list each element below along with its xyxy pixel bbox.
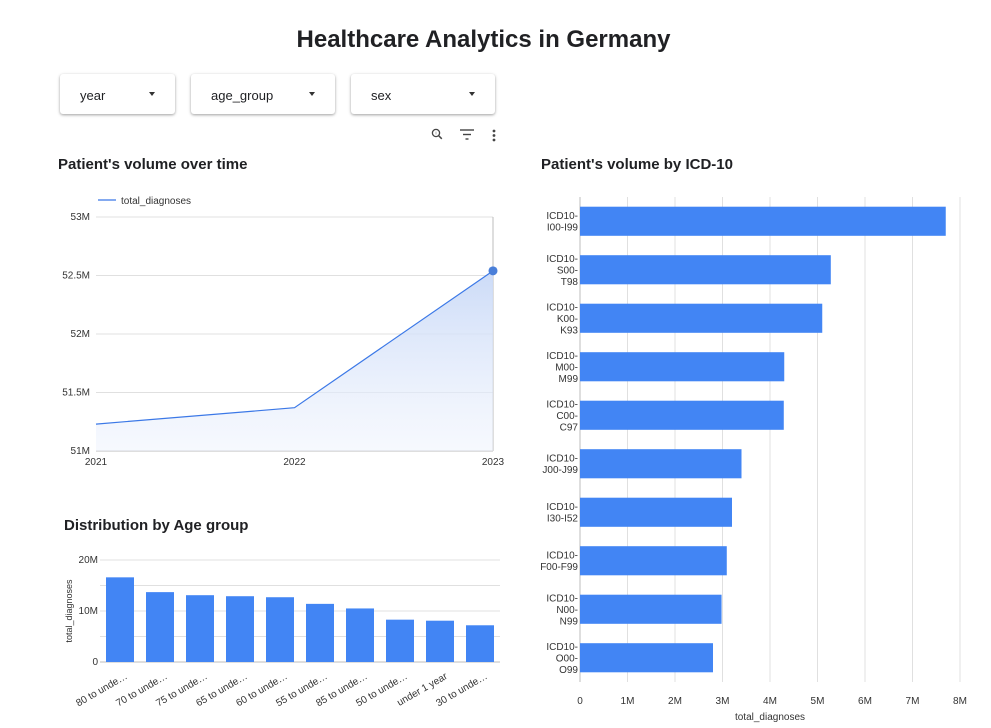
y-tick-label: C97 <box>560 422 579 433</box>
area-fill <box>96 270 493 451</box>
bar <box>226 596 254 662</box>
data-point <box>488 266 498 276</box>
y-tick-label: J00-J99 <box>542 465 578 476</box>
bar <box>580 206 946 236</box>
y-tick-label: 20M <box>79 555 98 566</box>
bar <box>580 546 727 576</box>
y-tick-label: ICD10- <box>546 551 578 562</box>
y-tick-label: O99 <box>559 665 578 676</box>
x-tick-label: 1M <box>621 696 635 707</box>
line-chart-title: Patient's volume over time <box>58 156 248 173</box>
y-tick-label: K93 <box>560 325 578 336</box>
y-tick-label: N99 <box>560 616 579 627</box>
y-tick-label: 52M <box>71 329 90 340</box>
chevron-down-icon <box>309 92 315 96</box>
x-tick-label: 2023 <box>482 457 505 468</box>
x-tick-label: 2021 <box>85 457 108 468</box>
y-tick-label: F00-F99 <box>540 562 578 573</box>
page-title: Healthcare Analytics in Germany <box>296 26 671 53</box>
year-filter-label: year <box>80 88 106 103</box>
y-axis-label: total_diagnoses <box>64 579 74 643</box>
bar <box>580 303 823 333</box>
x-tick-label: 8M <box>953 696 967 707</box>
y-tick-label: I00-I99 <box>547 223 579 234</box>
y-tick-label: ICD10- <box>546 211 578 222</box>
y-tick-label: ICD10- <box>546 254 578 265</box>
bar <box>580 352 785 382</box>
icd10-bar-chart: 0 1M 2M 3M 4M 5M 6M 7M 8MICD10-I00-I99ICD10-S00-… <box>540 197 967 723</box>
y-tick-label: 0 <box>92 657 98 668</box>
y-tick-label: 51M <box>71 446 90 457</box>
y-tick-label: 51.5M <box>62 388 90 399</box>
y-tick-label: ICD10- <box>546 454 578 465</box>
filter-icon[interactable] <box>460 129 474 140</box>
y-tick-label: M00- <box>555 362 578 373</box>
x-tick-label: 4M <box>763 696 777 707</box>
bar <box>466 625 494 662</box>
y-tick-label: K00- <box>557 314 578 325</box>
y-tick-label: N00- <box>556 605 578 616</box>
age-group-filter-label: age_group <box>211 88 274 103</box>
y-tick-label: T98 <box>561 277 579 288</box>
y-tick-label: 52.5M <box>62 271 90 282</box>
icd10-chart-title: Patient's volume by ICD-10 <box>541 156 733 173</box>
x-tick-label: 6M <box>858 696 872 707</box>
y-tick-label: 10M <box>79 606 98 617</box>
svg-text:i: i <box>436 131 437 136</box>
y-tick-label: ICD10- <box>546 642 578 653</box>
bar <box>186 595 214 662</box>
x-tick-label: 0 <box>577 696 583 707</box>
y-tick-label: ICD10- <box>546 502 578 513</box>
chevron-down-icon <box>469 92 475 96</box>
y-tick-label: ICD10- <box>546 399 578 410</box>
sex-filter-label: sex <box>371 88 392 103</box>
bar <box>106 577 134 662</box>
x-tick-label: 2022 <box>283 457 306 468</box>
y-tick-label: C00- <box>556 411 578 422</box>
series-line <box>95 270 494 425</box>
bar <box>580 594 722 624</box>
more-vert-icon[interactable] <box>491 129 497 142</box>
x-tick-label: 7M <box>906 696 920 707</box>
age-group-filter-dropdown[interactable]: age_group <box>191 74 335 114</box>
bar <box>580 255 831 285</box>
bar <box>580 497 732 527</box>
bar <box>346 608 374 662</box>
sex-filter-dropdown[interactable]: sex <box>351 74 495 114</box>
bar <box>580 643 713 673</box>
age-chart-title: Distribution by Age group <box>64 517 249 534</box>
y-tick-label: 53M <box>71 212 90 223</box>
legend-label: total_diagnoses <box>121 196 191 207</box>
bar <box>386 619 414 662</box>
x-tick-label: 3M <box>716 696 730 707</box>
y-tick-label: O00- <box>556 653 578 664</box>
line-chart: 51M 51.5M 52M 52.5M 53M 2021 2022 2023 total_dia… <box>62 196 505 468</box>
year-filter-dropdown[interactable]: year <box>60 74 175 114</box>
y-tick-label: I30-I52 <box>547 514 579 525</box>
chevron-down-icon <box>149 92 155 96</box>
bar <box>580 400 784 430</box>
bar <box>426 620 454 662</box>
x-axis-label: total_diagnoses <box>735 712 805 723</box>
y-tick-label: ICD10- <box>546 593 578 604</box>
search-icon[interactable]: i <box>431 128 443 140</box>
bar <box>580 449 742 479</box>
y-tick-label: S00- <box>557 265 578 276</box>
y-tick-label: ICD10- <box>546 351 578 362</box>
bar <box>146 592 174 662</box>
y-tick-label: ICD10- <box>546 302 578 313</box>
y-tick-label: M99 <box>559 374 579 385</box>
x-tick-label: 2M <box>668 696 682 707</box>
bar <box>266 597 294 662</box>
bar <box>306 603 334 662</box>
x-tick-label: 5M <box>811 696 825 707</box>
